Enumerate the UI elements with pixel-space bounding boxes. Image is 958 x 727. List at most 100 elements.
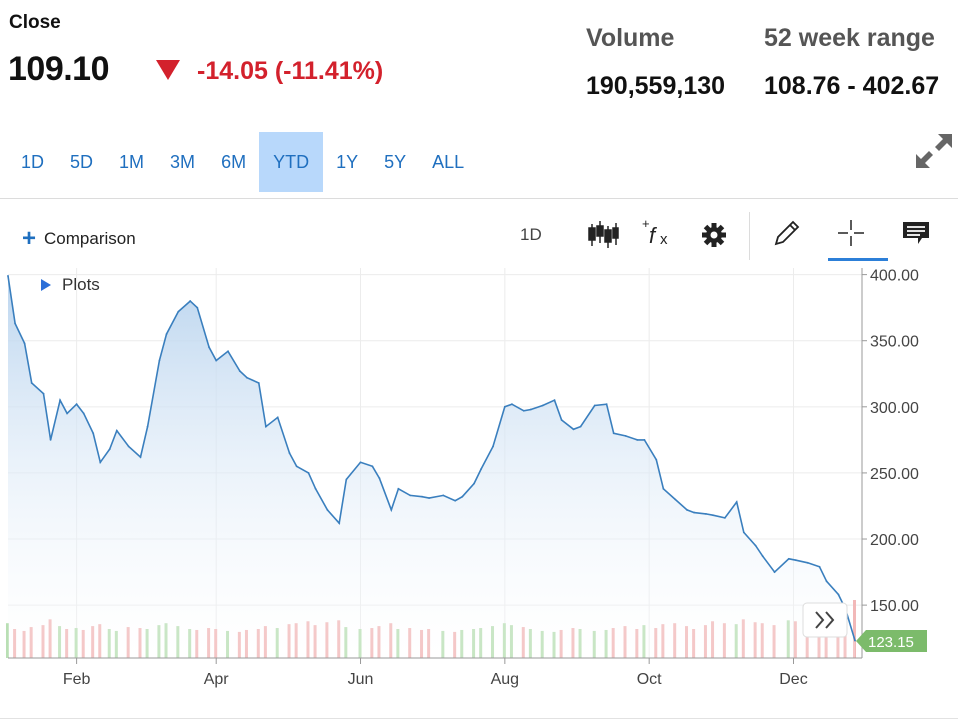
y-tick-label: 250.00 [870,466,919,483]
x-tick-label: Jun [348,671,374,688]
range-ytd-button[interactable]: YTD [259,132,324,192]
price-point [49,438,52,441]
pencil-icon[interactable] [771,217,803,249]
svg-text:f: f [649,223,658,248]
price-point [127,445,130,448]
y-tick-label: 200.00 [870,532,919,549]
price-point [492,445,494,448]
price-point [854,639,856,642]
price-point [246,376,248,379]
price-point [378,477,381,480]
price-point [59,399,61,402]
price-point [473,482,475,485]
range-6m-button[interactable]: 6M [221,152,247,172]
price-point [662,487,665,490]
volume-bar [853,600,856,658]
price-point [442,494,445,497]
price-point [794,559,797,562]
gear-icon[interactable] [701,222,727,248]
price-point [773,571,776,573]
price-point [238,370,241,373]
price-point [196,306,199,309]
price-point [818,565,821,568]
range-5d-button[interactable]: 5D [70,152,94,172]
price-point [693,511,696,514]
time-range-tabs: 1D 5D 1M 3M 6M YTD 1Y 5Y ALL [8,132,477,192]
price-point [139,456,142,458]
y-tick-label: 150.00 [870,598,919,615]
price-point [593,404,596,407]
price-point [480,468,483,470]
range-all-button[interactable]: ALL [432,152,465,172]
range-1d-button[interactable]: 1D [21,152,45,172]
price-point [787,557,790,560]
price-point [7,275,9,277]
x-tick-label: Oct [637,671,662,688]
crosshair-icon[interactable] [836,218,866,248]
price-point [560,419,563,421]
last-price-badge: 123.15 [856,630,927,652]
divider [0,198,958,199]
price-point [522,409,525,412]
x-tick-label: Dec [779,671,807,688]
price-point [30,382,33,384]
y-tick-label: 400.00 [870,268,919,285]
price-point [754,544,757,547]
range-3m-button[interactable]: 3M [170,152,196,172]
price-point [227,350,229,353]
price-point [158,359,161,362]
price-point [674,498,677,501]
price-point [655,458,658,461]
range-5y-button[interactable]: 5Y [384,152,407,172]
price-point [276,416,279,419]
toolbar-divider [749,212,750,260]
y-tick-label: 350.00 [870,334,919,351]
price-point [314,487,317,490]
range-1y-button[interactable]: 1Y [336,152,359,172]
plots-toggle-label[interactable]: Plots [62,275,100,294]
price-point [177,310,180,313]
price-point [409,494,412,497]
price-point [165,333,168,336]
price-point [837,593,840,596]
price-point [553,399,556,402]
price-point [338,522,341,525]
price-point [572,428,575,431]
price-point [579,425,582,428]
price-point [529,408,532,411]
last-price-badge-label: 123.15 [868,634,914,651]
expand-icon[interactable] [914,130,954,170]
price-point [612,432,615,435]
price-change: -14.05 (-11.41%) [197,57,384,85]
comment-icon[interactable] [900,218,932,248]
price-point [428,497,431,499]
last-price: 109.10 [8,50,110,88]
price-point [371,465,374,468]
price-point [108,448,111,451]
price-point [92,432,95,435]
range-1m-button[interactable]: 1M [119,152,145,172]
scroll-to-end-button[interactable] [802,602,848,638]
price-point [686,509,688,511]
price-point [75,403,78,406]
comparison-button[interactable]: + Comparison [22,225,136,252]
plots-toggle-icon[interactable] [41,279,51,291]
plus-icon: + [22,225,37,252]
fx-icon[interactable]: + f x [640,216,676,252]
candlestick-icon[interactable] [586,218,620,252]
price-point [806,561,809,564]
price-point [189,300,192,302]
price-point [421,495,423,498]
price-point [264,425,267,428]
interval-selector[interactable]: 1D [520,225,542,244]
price-point [705,512,707,515]
52-week-range-label: 52 week range [764,24,935,52]
x-tick-label: Apr [204,671,230,688]
price-point [503,405,506,408]
price-point [14,322,16,325]
volume-label: Volume [586,24,675,52]
price-point [397,487,400,490]
price-chart[interactable]: 400.00 350.00 300.00 250.00 200.00 150.00 Feb… [0,265,958,727]
price-point [307,472,310,474]
price-point [742,531,745,534]
